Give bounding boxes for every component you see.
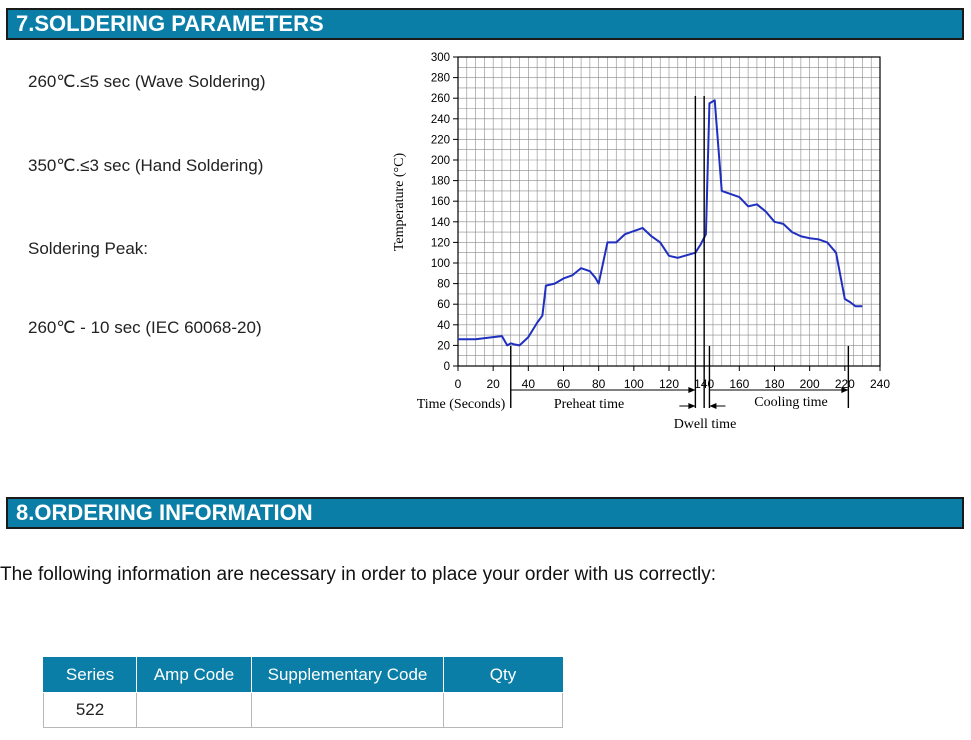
x-tick-label: 180 xyxy=(764,377,784,391)
x-tick-label: 40 xyxy=(522,377,536,391)
y-tick-label: 120 xyxy=(431,237,450,249)
y-ticks: 0 20 40 60 80 100 120 140 160 180 200 220 240 260 280 3… xyxy=(431,52,458,373)
x-tick-label: 220 xyxy=(835,377,855,391)
y-tick-label: 200 xyxy=(431,155,450,167)
y-tick-label: 60 xyxy=(437,299,450,311)
x-tick-label: 20 xyxy=(486,377,500,391)
section-title-soldering: 7.SOLDERING PARAMETERS xyxy=(6,8,964,40)
preheat-arrowhead xyxy=(688,387,696,393)
dwell-arrowhead-right xyxy=(709,403,717,409)
x-tick-label: 160 xyxy=(729,377,749,391)
y-tick-label: 0 xyxy=(444,361,450,373)
chart-grid xyxy=(458,57,880,366)
spec-peak-value: 260℃ - 10 sec (IEC 60068-20) xyxy=(28,318,262,337)
ordering-table: Series Amp Code Supplementary Code Qty 5… xyxy=(43,657,563,728)
cell-qty xyxy=(443,692,563,728)
x-ticks: 0 20 40 60 80 100 120 140 160 180 200 220 240 xyxy=(455,366,890,391)
x-tick-label: 200 xyxy=(800,377,820,391)
y-tick-label: 160 xyxy=(431,196,450,208)
soldering-profile-chart: 0204060801001201401601802002202402602803… xyxy=(392,52,890,432)
section-title-ordering: 8.ORDERING INFORMATION xyxy=(6,497,964,529)
cooling-arrowhead xyxy=(841,387,849,393)
spec-hand-soldering: 350℃.≤3 sec (Hand Soldering) xyxy=(28,156,264,175)
column-header-amp-code: Amp Code xyxy=(136,657,252,693)
y-tick-label: 280 xyxy=(431,73,450,85)
x-tick-label: 120 xyxy=(659,377,679,391)
spec-wave-soldering: 260℃.≤5 sec (Wave Soldering) xyxy=(28,72,266,91)
y-tick-label: 300 xyxy=(431,52,450,64)
cell-series: 522 xyxy=(43,692,137,728)
x-tick-label: 240 xyxy=(870,377,890,391)
x-tick-label: 0 xyxy=(455,377,462,391)
cell-amp-code xyxy=(136,692,252,728)
column-header-series: Series xyxy=(43,657,137,693)
preheat-label: Preheat time xyxy=(554,397,624,412)
dwell-arrowhead-left xyxy=(688,403,696,409)
x-tick-label: 100 xyxy=(624,377,644,391)
y-tick-label: 140 xyxy=(431,217,450,229)
table-row: 522 xyxy=(43,692,563,728)
y-tick-label: 20 xyxy=(437,340,450,352)
x-tick-label: 80 xyxy=(592,377,606,391)
cell-supplementary-code xyxy=(251,692,444,728)
y-tick-label: 220 xyxy=(431,134,450,146)
x-axis-label: Time (Seconds) xyxy=(417,397,506,412)
spec-peak-label: Soldering Peak: xyxy=(28,239,149,258)
y-tick-label: 100 xyxy=(431,258,450,270)
column-header-supplementary-code: Supplementary Code xyxy=(251,657,444,693)
y-tick-label: 180 xyxy=(431,176,450,188)
cooling-label: Cooling time xyxy=(754,395,828,410)
y-axis-label: Temperature (°C) xyxy=(392,153,407,252)
y-tick-label: 260 xyxy=(431,93,450,105)
phase-markers xyxy=(510,96,850,409)
y-tick-label: 240 xyxy=(431,114,450,126)
ordering-intro: The following information are necessary … xyxy=(0,564,716,585)
temperature-profile-line xyxy=(458,99,863,347)
column-header-qty: Qty xyxy=(443,657,563,693)
y-tick-label: 80 xyxy=(437,279,450,291)
y-tick-label: 40 xyxy=(437,320,450,332)
x-tick-label: 60 xyxy=(557,377,571,391)
dwell-label: Dwell time xyxy=(674,417,737,432)
